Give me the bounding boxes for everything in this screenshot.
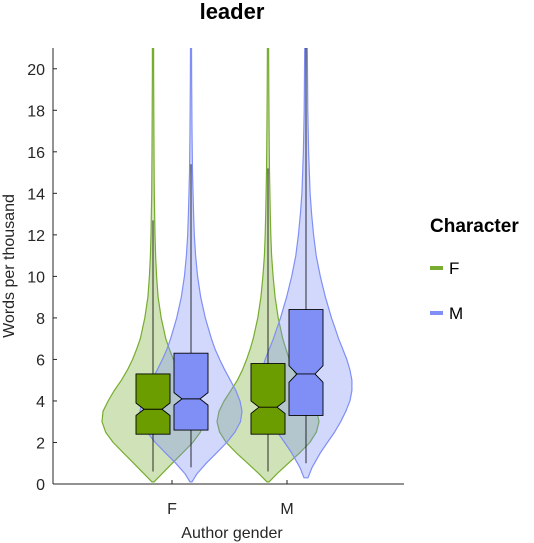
- chart-title: leader: [200, 0, 265, 24]
- y-tick-label: 0: [36, 477, 45, 494]
- box-F-F: [135, 373, 171, 435]
- y-axis-ticks: 0 2 4 6 8 10 12 14 16 18 20: [27, 62, 57, 494]
- y-tick-label: 12: [27, 228, 45, 245]
- y-tick-label: 16: [27, 145, 45, 162]
- y-tick-label: 2: [36, 435, 45, 452]
- y-axis-label: Words per thousand: [1, 194, 18, 338]
- y-tick-label: 14: [27, 186, 45, 203]
- legend-label-M: M: [449, 304, 463, 323]
- x-tick-label: M: [280, 501, 293, 518]
- legend-swatch-M: [430, 311, 443, 315]
- y-tick-label: 8: [36, 311, 45, 328]
- y-tick-label: 18: [27, 103, 45, 120]
- y-tick-label: 10: [27, 269, 45, 286]
- x-tick-label: F: [167, 501, 177, 518]
- legend-label-F: F: [449, 259, 459, 278]
- y-tick-label: 6: [36, 352, 45, 369]
- legend-swatch-F: [430, 266, 443, 270]
- y-tick-label: 20: [27, 62, 45, 79]
- x-axis-label: Author gender: [181, 525, 283, 542]
- legend: Character F M: [430, 216, 519, 323]
- plot-area: [101, 48, 353, 483]
- box-M-M: [288, 309, 324, 416]
- legend-title: Character: [430, 216, 519, 237]
- y-tick-label: 4: [36, 394, 45, 411]
- box-M-F: [173, 352, 209, 431]
- box-F-M: [250, 363, 286, 435]
